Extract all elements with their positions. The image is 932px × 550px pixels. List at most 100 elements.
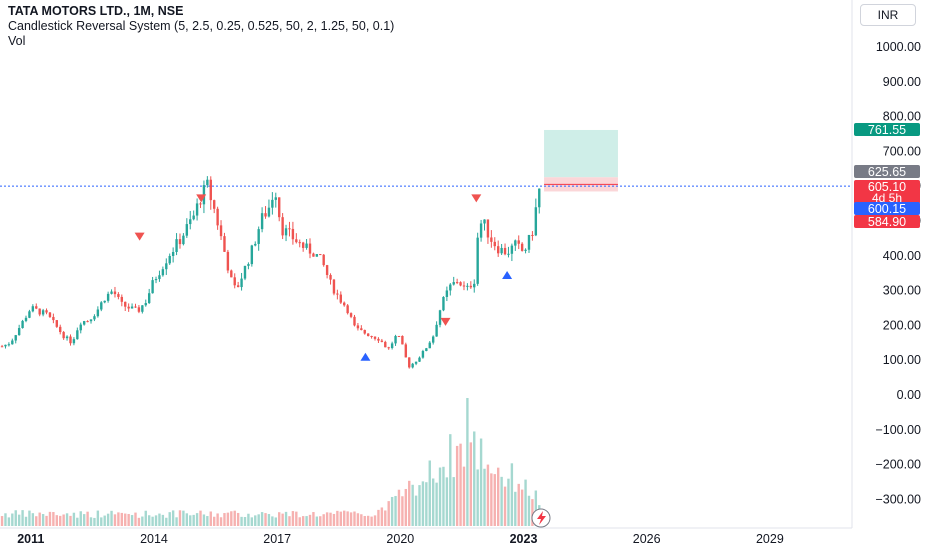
volume-bar: [120, 512, 124, 526]
volume-bar: [62, 514, 65, 526]
candle-body: [421, 351, 425, 358]
candle-body: [206, 179, 209, 186]
volume-label[interactable]: Vol: [8, 34, 26, 48]
candle-body: [124, 301, 127, 307]
candle-body: [445, 290, 449, 297]
x-tick-label: 2020: [386, 532, 414, 546]
volume-bar: [377, 509, 380, 526]
candle-body: [466, 285, 469, 287]
candle-body: [76, 330, 79, 340]
volume-bar: [65, 513, 69, 526]
volume-bar: [363, 515, 366, 526]
candle-body: [55, 320, 58, 327]
volume-bar: [192, 514, 195, 526]
volume-bar: [76, 517, 79, 526]
candle-body: [69, 336, 72, 344]
candle-body: [373, 336, 377, 339]
volume-bar: [459, 443, 462, 526]
candle-body: [531, 234, 534, 236]
volume-bar: [281, 513, 284, 526]
candle-body: [356, 325, 360, 329]
candle-body: [17, 328, 21, 336]
candle-body: [154, 279, 158, 281]
candle-body: [339, 294, 342, 303]
price-label-text: 605.10: [868, 180, 906, 194]
candle-body: [425, 348, 428, 352]
volume-bar: [213, 516, 216, 526]
candle-body: [490, 237, 493, 242]
currency-button[interactable]: INR: [860, 4, 916, 26]
volume-bar: [113, 514, 117, 526]
y-tick-label: 400.00: [883, 249, 921, 263]
symbol-title[interactable]: TATA MOTORS LTD., 1M, NSE: [8, 4, 184, 18]
volume-bar: [106, 513, 110, 526]
volume-bar: [301, 516, 305, 526]
candle-body: [305, 243, 308, 248]
volume-bar: [48, 511, 52, 526]
candle-body: [459, 282, 462, 286]
candle-body: [336, 293, 339, 295]
volume-bar: [332, 513, 336, 526]
volume-bar: [161, 514, 165, 526]
volume-bar: [110, 510, 113, 526]
volume-bar: [384, 510, 387, 526]
candle-body: [7, 344, 11, 346]
candle-body: [442, 296, 445, 311]
volume-bar: [449, 434, 452, 526]
candle-body: [346, 305, 349, 314]
volume-bar: [240, 516, 243, 526]
volume-bar: [339, 511, 342, 526]
price-label-text: 625.65: [868, 165, 906, 179]
candle-body: [158, 275, 161, 280]
volume-bar: [182, 510, 185, 526]
candle-body: [147, 293, 151, 304]
candle-body: [479, 223, 483, 238]
volume-bar: [158, 513, 161, 526]
volume-bar: [199, 510, 202, 526]
candle-body: [226, 251, 230, 271]
candle-body: [431, 336, 435, 343]
volume-bar: [100, 517, 103, 526]
volume-bar: [171, 510, 175, 526]
indicator-label[interactable]: Candlestick Reversal System (5, 2.5, 0.2…: [8, 19, 395, 33]
volume-bar: [137, 517, 141, 526]
candle-body: [295, 239, 298, 243]
volume-bar: [41, 514, 45, 526]
volume-bar: [497, 467, 500, 526]
volume-bar: [134, 512, 137, 526]
volume-bar: [141, 516, 144, 526]
candle-body: [380, 340, 384, 342]
volume-bar: [195, 513, 199, 526]
candle-body: [89, 319, 93, 322]
candle-body: [79, 324, 82, 331]
candle-body: [418, 357, 421, 362]
volume-bar: [404, 488, 408, 526]
volume-bar: [226, 512, 230, 526]
volume-bar: [154, 515, 158, 526]
volume-bar: [490, 473, 493, 526]
volume-bar: [55, 515, 58, 526]
candle-body: [500, 247, 503, 254]
volume-bar: [79, 511, 82, 526]
candle-body: [298, 242, 301, 244]
y-tick-label: −300.00: [875, 492, 921, 506]
volume-bar: [486, 464, 490, 526]
candle-body: [469, 285, 473, 288]
volume-bar: [319, 516, 322, 526]
volume-bar: [370, 516, 373, 526]
candle-body: [527, 234, 531, 250]
candle-body: [110, 291, 113, 294]
volume-bar: [250, 517, 254, 526]
volume-bar: [336, 510, 339, 526]
volume-bar: [59, 515, 62, 526]
candle-body: [24, 317, 28, 321]
volume-bar: [425, 482, 428, 526]
volume-bar: [7, 517, 11, 526]
candle-body: [82, 321, 86, 325]
volume-bar: [223, 513, 226, 526]
candle-body: [185, 224, 189, 236]
candle-body: [38, 308, 41, 315]
candle-body: [103, 300, 106, 303]
volume-bar: [473, 431, 476, 526]
